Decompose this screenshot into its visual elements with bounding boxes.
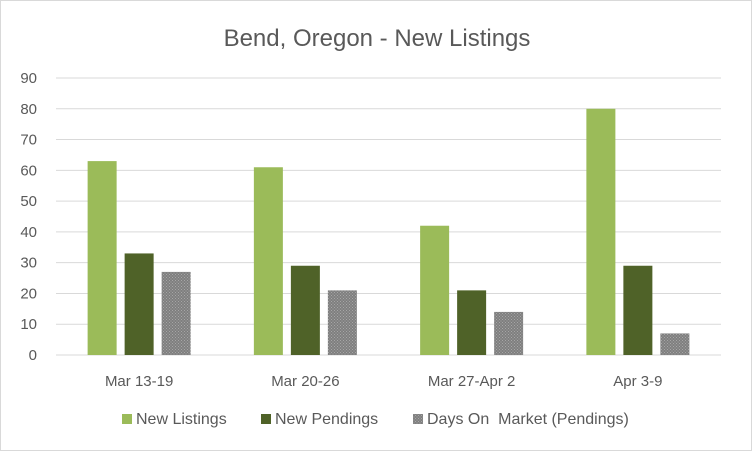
legend-swatch — [413, 414, 423, 424]
y-tick-label: 0 — [29, 347, 37, 364]
legend-swatch — [261, 414, 271, 424]
x-tick-label: Mar 27-Apr 2 — [428, 373, 516, 390]
bar-days-on-market-pendings-2 — [494, 311, 524, 355]
bar-new-pendings-0 — [124, 253, 154, 355]
bar-days-on-market-pendings-0 — [161, 271, 191, 355]
y-tick-label: 90 — [20, 70, 37, 87]
legend-label: New Pendings — [275, 411, 378, 428]
bar-days-on-market-pendings-3 — [660, 333, 690, 355]
bar-days-on-market-pendings-1 — [327, 290, 357, 355]
legend-label: Days On Market (Pendings) — [427, 411, 629, 428]
y-tick-label: 10 — [20, 316, 37, 333]
bar-new-listings-3 — [586, 108, 616, 356]
bars — [87, 108, 690, 356]
x-tick-label: Apr 3-9 — [613, 373, 662, 390]
bar-new-pendings-3 — [623, 265, 653, 355]
gridlines — [56, 77, 721, 356]
x-axis-tick-labels: Mar 13-19 Mar 20-26 Mar 27-Apr 2 Apr 3-9 — [105, 373, 663, 390]
y-tick-label: 60 — [20, 162, 37, 179]
y-tick-label: 70 — [20, 132, 37, 149]
legend-label: New Listings — [136, 411, 227, 428]
bar-new-listings-1 — [253, 167, 283, 355]
y-tick-label: 80 — [20, 101, 37, 118]
bar-new-pendings-1 — [290, 265, 320, 355]
legend: New Listings New Pendings Days On Market (… — [122, 411, 629, 428]
y-tick-label: 40 — [20, 224, 37, 241]
y-axis-tick-labels: 0 10 20 30 40 50 60 70 80 90 — [20, 70, 37, 364]
chart-title: Bend, Oregon - New Listings — [224, 25, 531, 52]
x-tick-label: Mar 13-19 — [105, 373, 173, 390]
x-tick-label: Mar 20-26 — [271, 373, 339, 390]
legend-swatch — [122, 414, 132, 424]
bar-new-pendings-2 — [457, 290, 487, 355]
y-tick-label: 50 — [20, 193, 37, 210]
y-tick-label: 20 — [20, 285, 37, 302]
bar-new-listings-2 — [420, 225, 450, 355]
bar-new-listings-0 — [87, 161, 117, 355]
y-tick-label: 30 — [20, 255, 37, 272]
